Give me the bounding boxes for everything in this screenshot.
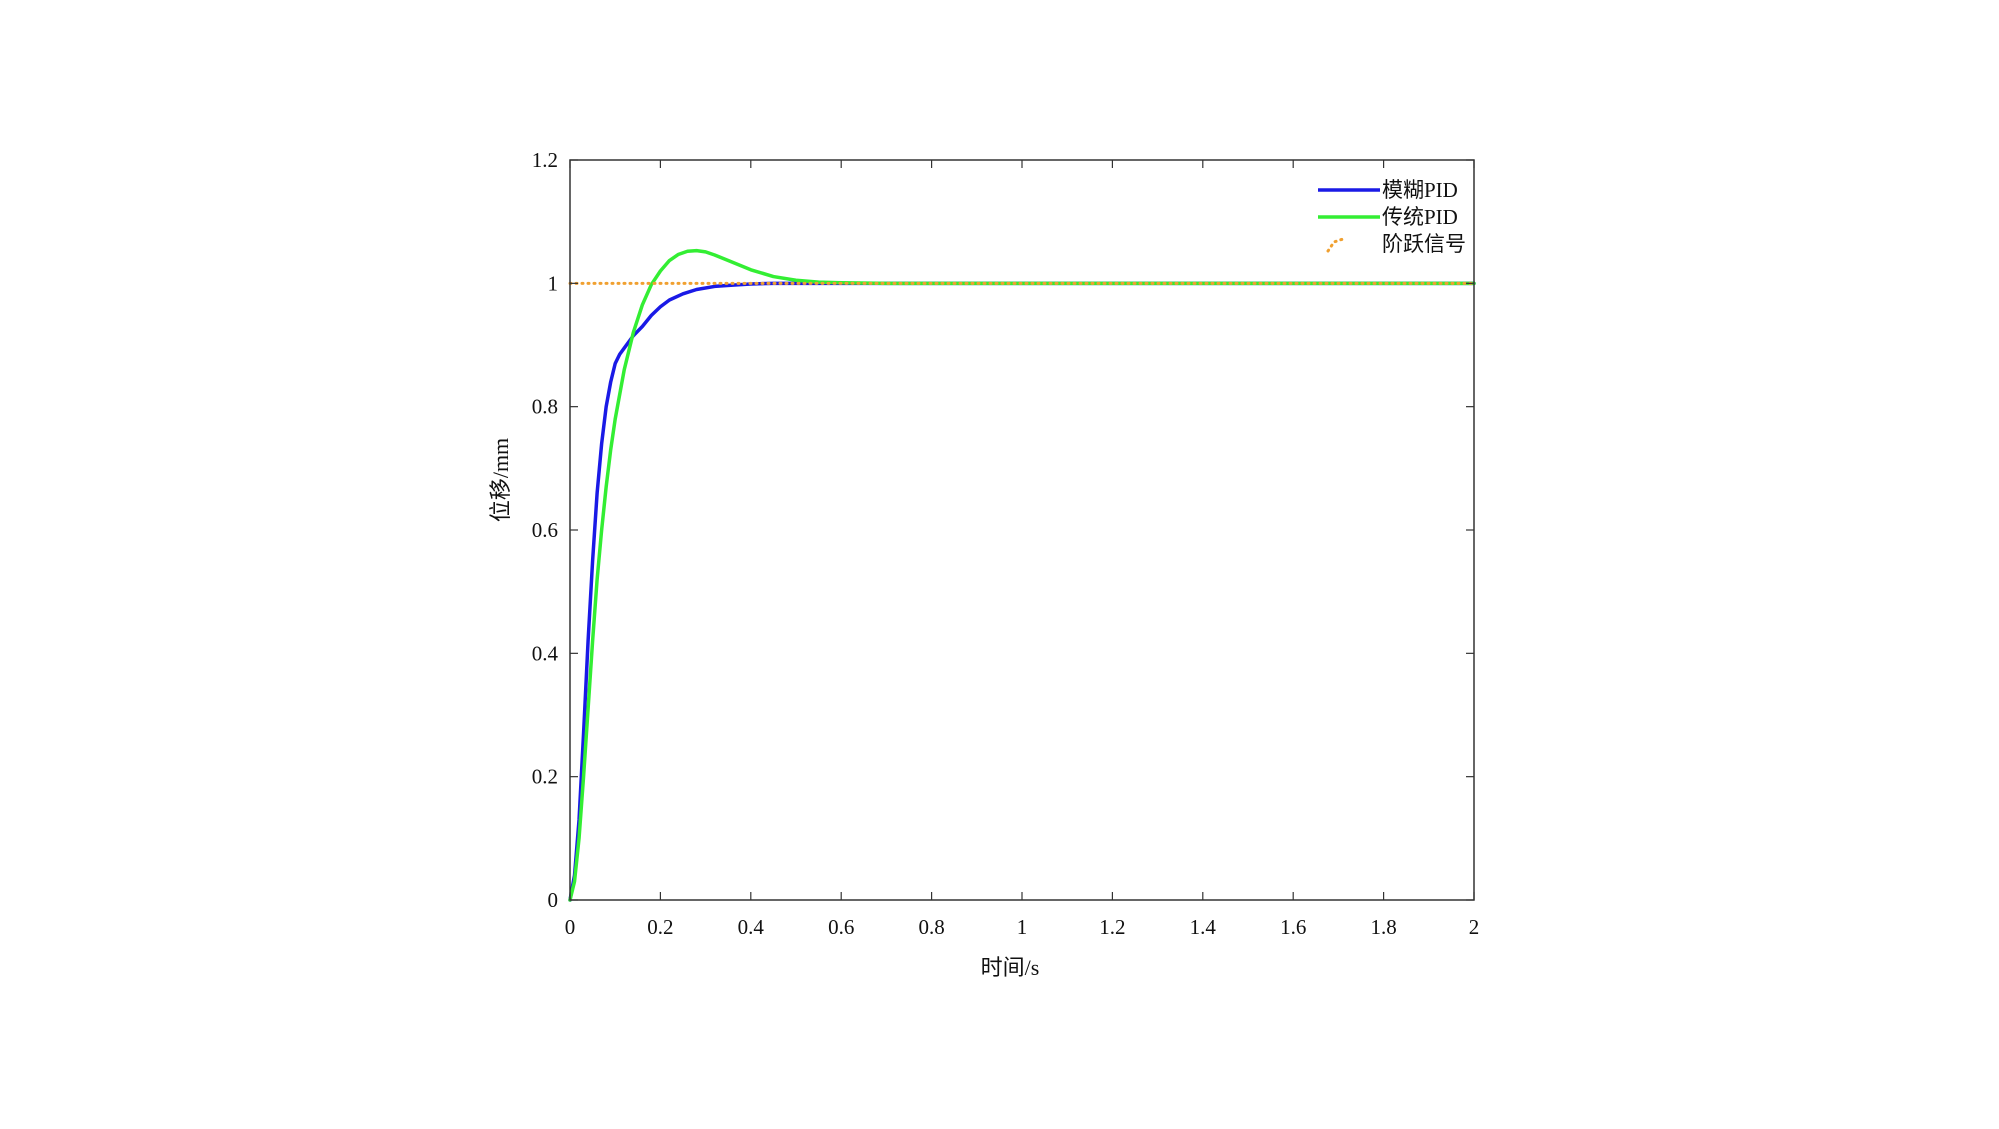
- x-tick-label: 0: [565, 915, 576, 939]
- y-tick-label: 1: [548, 271, 559, 295]
- y-tick-label: 0.6: [532, 518, 558, 542]
- ticks-layer: 0 0.2 0.4 0.6 0.8 1 1.2 1.4 1.6 1.8 2 0 0.2 0.4 0.6 0.8…: [532, 148, 1480, 939]
- legend-label-1: 模糊PID: [1382, 178, 1458, 202]
- x-tick-label: 1: [1017, 915, 1028, 939]
- x-tick-label: 0.8: [918, 915, 944, 939]
- x-tick-label: 0.2: [647, 915, 673, 939]
- y-tick-label: 1.2: [532, 148, 558, 172]
- x-tick-label: 1.6: [1280, 915, 1306, 939]
- series-layer: [568, 248, 1476, 902]
- x-tick-label: 2: [1469, 915, 1480, 939]
- x-tick-label: 1.2: [1099, 915, 1125, 939]
- x-tick-label: 1.4: [1190, 915, 1217, 939]
- y-tick-label: 0.8: [532, 395, 558, 419]
- x-tick-label: 1.8: [1370, 915, 1396, 939]
- x-tick-label: 0.6: [828, 915, 854, 939]
- legend-swatch-3: [1326, 236, 1348, 253]
- legend-label-3: 阶跃信号: [1382, 232, 1466, 256]
- x-tick-label: 0.4: [738, 915, 765, 939]
- y-tick-label: 0.2: [532, 765, 558, 789]
- y-axis-label: 位移/mm: [488, 438, 513, 522]
- x-axis-label: 时间/s: [981, 955, 1040, 980]
- y-tick-label: 0: [548, 888, 559, 912]
- y-tick-label: 0.4: [532, 641, 559, 665]
- series-line-1: [568, 281, 1476, 902]
- legend: 模糊PID 传统PID 阶跃信号: [1318, 178, 1466, 256]
- legend-label-2: 传统PID: [1382, 205, 1458, 229]
- plot-area: [570, 160, 1474, 900]
